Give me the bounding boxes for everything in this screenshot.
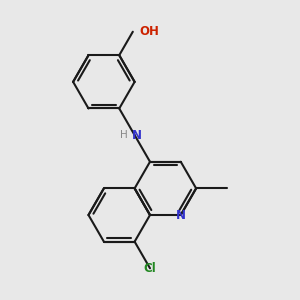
Text: Cl: Cl [144, 262, 156, 275]
Text: N: N [131, 129, 141, 142]
Text: H: H [120, 130, 128, 140]
Text: OH: OH [139, 25, 159, 38]
Text: N: N [176, 208, 186, 221]
